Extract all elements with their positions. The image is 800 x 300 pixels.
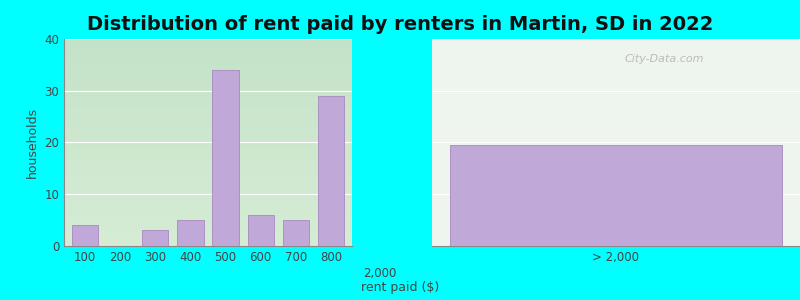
Text: City-Data.com: City-Data.com	[625, 54, 704, 64]
Bar	[142, 230, 169, 246]
Bar	[247, 215, 274, 246]
Bar	[318, 96, 344, 246]
Bar	[72, 225, 98, 246]
Text: 2,000: 2,000	[363, 267, 397, 280]
Text: rent paid ($): rent paid ($)	[361, 281, 439, 294]
Y-axis label: households: households	[26, 107, 38, 178]
Bar	[450, 145, 782, 246]
Bar	[212, 70, 238, 246]
Text: Distribution of rent paid by renters in Martin, SD in 2022: Distribution of rent paid by renters in …	[87, 15, 713, 34]
Bar	[178, 220, 204, 246]
Bar	[282, 220, 309, 246]
